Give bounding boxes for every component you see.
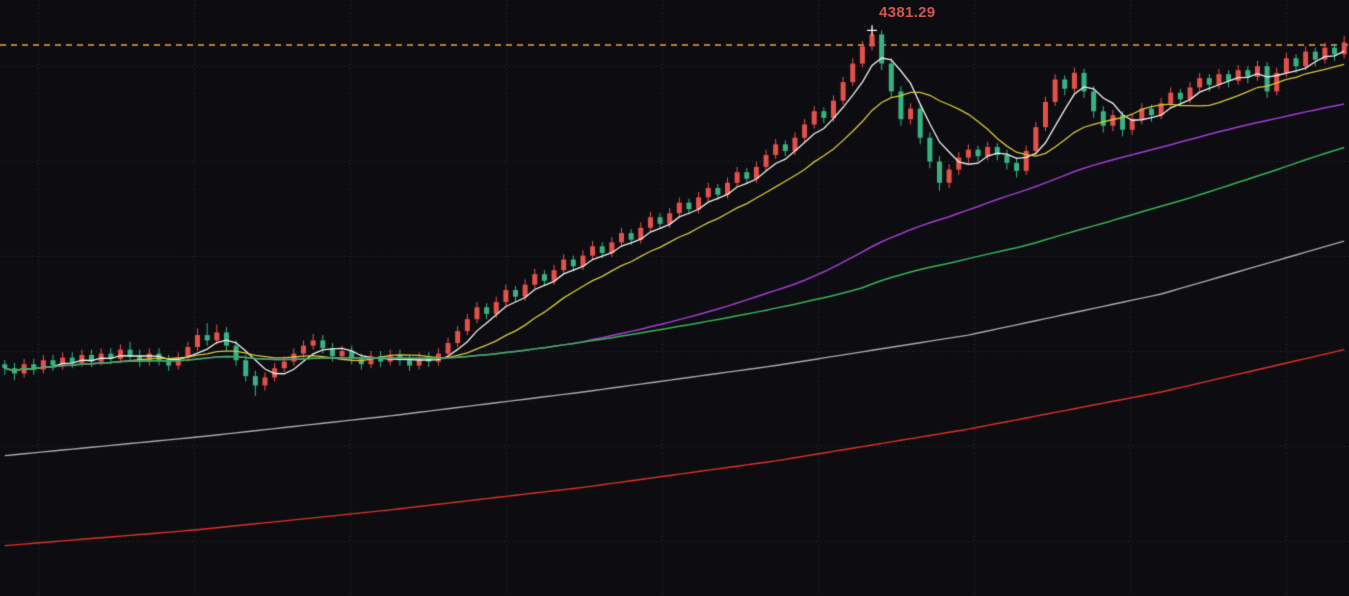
stock-chart[interactable]: 4381.29 (0, 0, 1349, 596)
candlestick-chart-canvas[interactable] (0, 0, 1349, 596)
